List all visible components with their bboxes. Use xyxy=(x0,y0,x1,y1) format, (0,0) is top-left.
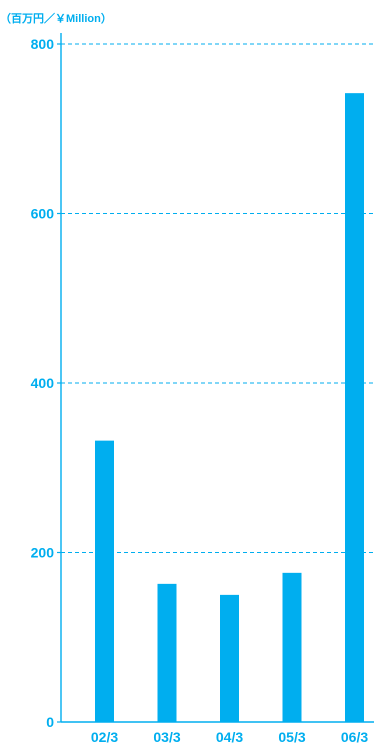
y-tick-label-0: 0 xyxy=(46,714,54,730)
y-tick-label-400: 400 xyxy=(31,375,55,391)
bar-06-3 xyxy=(345,93,364,722)
x-tick-label-05-3: 05/3 xyxy=(278,729,305,743)
bar-05-3 xyxy=(282,572,302,722)
x-tick-label-03-3: 03/3 xyxy=(153,729,180,743)
y-tick-label-800: 800 xyxy=(31,36,55,52)
y-axis-unit-label: （百万円／￥Million） xyxy=(0,12,112,25)
x-tick-label-04-3: 04/3 xyxy=(216,729,243,743)
y-tick-label-200: 200 xyxy=(31,545,55,561)
bar-03-3 xyxy=(157,583,177,722)
x-tick-label-06-3: 06/3 xyxy=(341,729,368,743)
x-tick-label-02-3: 02/3 xyxy=(91,729,118,743)
y-tick-label-600: 600 xyxy=(31,206,55,222)
bar-04-3 xyxy=(220,594,239,722)
bar-02-3 xyxy=(95,440,114,722)
